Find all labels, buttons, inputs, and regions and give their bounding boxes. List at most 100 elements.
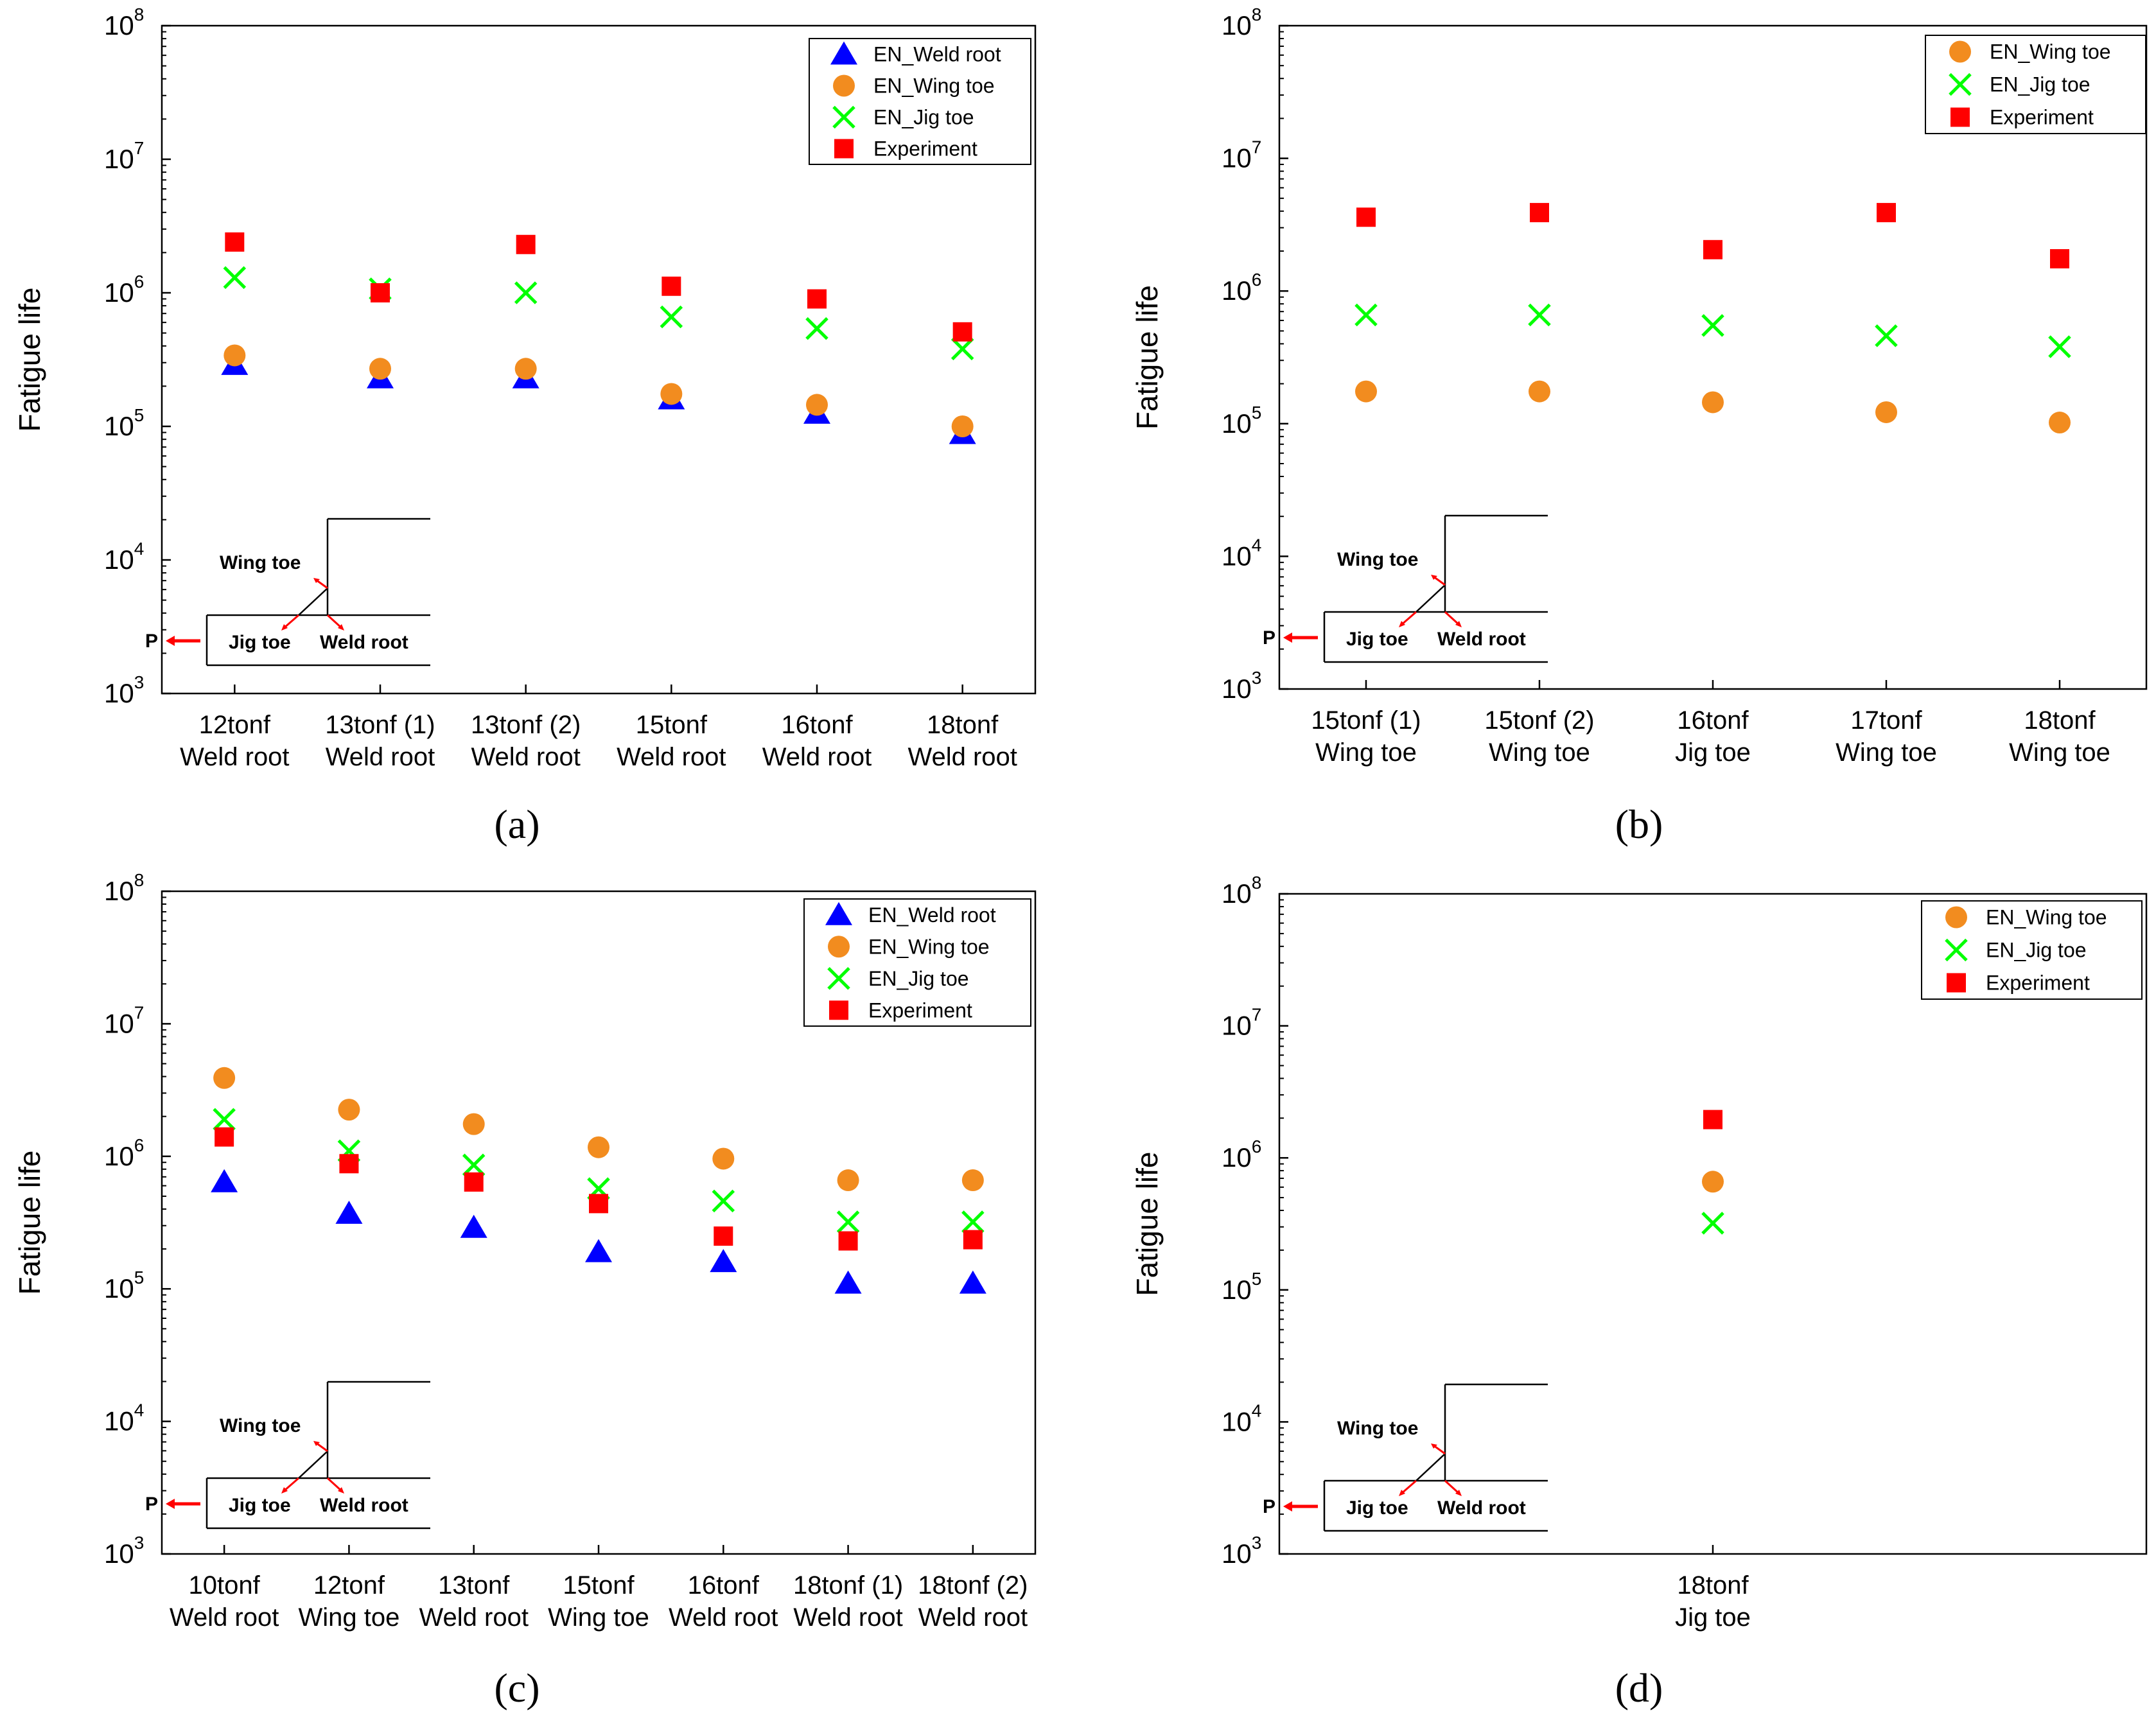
jig-toe-arrow [283, 614, 299, 629]
panel-label-d: (d) [1615, 1665, 1663, 1711]
wing-toe-arrowhead [1431, 1443, 1437, 1449]
data-point-wing-toe [961, 1169, 984, 1192]
y-tick-label: 103 [104, 1533, 144, 1569]
legend-marker-jig-toe [1949, 73, 1972, 96]
data-point-jig-toe [462, 1153, 486, 1177]
y-tick-label: 108 [104, 870, 144, 906]
data-point-experiment [371, 283, 390, 302]
data-point-wing-toe [1529, 380, 1550, 403]
y-tick-label: 106 [104, 1135, 144, 1171]
weld-root-arrow [1444, 1479, 1460, 1495]
wing-toe-arrow [1433, 575, 1446, 586]
x-tick-label-load: 15tonf (1) [1311, 706, 1421, 735]
weld-diagram-c: Wing toe Jig toe Weld root P [145, 1381, 430, 1530]
legend-marker-experiment [1950, 107, 1970, 127]
data-point-experiment [662, 276, 681, 296]
x-tick-label-load: 16tonf [781, 711, 853, 739]
x-tick-label-location: Weld root [617, 743, 726, 771]
y-tick-label: 103 [104, 672, 144, 708]
legend-b: EN_Wing toe EN_Jig toe Experiment [1925, 35, 2146, 134]
x-tick-label-location: Weld root [180, 743, 289, 771]
x-tick-label-load: 18tonf (1) [793, 1571, 903, 1600]
diagram-label-weld-root: Weld root [320, 1495, 408, 1516]
legend-entry-label: EN_Weld root [873, 43, 1001, 66]
legend-entry-label: EN_Wing toe [1986, 906, 2107, 929]
data-point-jig-toe-stroke-b [514, 281, 538, 304]
x-tick-label-load: 13tonf [438, 1571, 510, 1600]
data-point-jig-toe-stroke-b [1701, 1212, 1724, 1235]
x-tick-label-location: Wing toe [1836, 738, 1937, 767]
weld-root-arrow [1444, 611, 1460, 626]
panel-label-c: (c) [494, 1665, 539, 1711]
legend-entry-label: EN_Jig toe [1990, 73, 2090, 96]
x-tick-label-location: Weld root [419, 1603, 528, 1632]
x-tick-label-location: Weld root [762, 743, 872, 771]
legend-marker-weld-root [825, 902, 852, 925]
load-p-arrowhead [1283, 1501, 1292, 1512]
legend-marker-wing-toe [833, 74, 855, 97]
data-point-wing-toe [338, 1099, 360, 1121]
data-point-jig-toe [514, 281, 538, 304]
chart-panel-b: 103 104 105 106 107 108 Fatigue life 15tonf (1)… [1130, 4, 2148, 847]
data-point-jig-toe [1701, 1212, 1724, 1235]
data-point-wing-toe [2049, 412, 2071, 434]
y-tick-label: 108 [1222, 873, 1261, 909]
diagram-weld-fillet [1415, 1453, 1446, 1481]
data-point-wing-toe [1875, 401, 1897, 423]
x-tick-label-location: Weld root [669, 1603, 778, 1632]
data-point-weld-root [959, 1270, 986, 1294]
y-tick-label: 103 [1222, 1533, 1261, 1569]
y-axis-label: Fatigue life [13, 287, 46, 432]
chart-panel-a: 103 104 105 106 107 108 Fatigue life 12tonf Weld… [13, 4, 1037, 847]
x-tick-label-load: 12tonf [199, 711, 271, 739]
legend-marker-wing-toe [1949, 40, 1971, 63]
data-point-jig-toe [1528, 303, 1551, 327]
data-point-experiment [963, 1230, 983, 1250]
diagram-label-p: P [145, 631, 158, 652]
weld-diagram-d: Wing toe Jig toe Weld root P [1263, 1383, 1548, 1532]
data-point-jig-toe-stroke-b [2048, 335, 2071, 358]
data-point-jig-toe-stroke-b [660, 305, 683, 329]
weld-root-arrowhead [338, 1487, 344, 1494]
data-point-jig-toe [1875, 324, 1898, 347]
diagram-label-weld-root: Weld root [1437, 1497, 1526, 1519]
x-tick-label-load: 16tonf [1677, 706, 1749, 735]
jig-toe-arrowhead [281, 1487, 288, 1494]
data-point-experiment [1703, 1110, 1722, 1129]
weld-diagram-a: Wing toe Jig toe Weld root P [145, 518, 430, 667]
load-p-arrowhead [166, 636, 175, 646]
data-point-wing-toe [660, 383, 683, 405]
y-tick-label: 106 [1222, 270, 1261, 306]
y-tick-label: 106 [1222, 1137, 1261, 1173]
data-point-jig-toe [2048, 335, 2071, 358]
y-tick-label: 108 [1222, 4, 1261, 40]
x-tick-label-location: Weld root [907, 743, 1017, 771]
legend-entry-label: Experiment [873, 137, 977, 161]
weld-root-arrowhead [338, 624, 344, 631]
y-tick-label: 105 [1222, 403, 1261, 439]
data-point-jig-toe [951, 337, 974, 361]
diagram-weld-fillet [1415, 584, 1446, 613]
y-tick-label: 104 [104, 1400, 144, 1436]
data-point-jig-toe-stroke-b [961, 1210, 985, 1234]
x-tick-label-load: 17tonf [1850, 706, 1922, 735]
y-tick-label: 107 [104, 1002, 144, 1038]
jig-toe-arrowhead [1399, 1490, 1405, 1496]
x-tick-label-load: 18tonf [927, 711, 999, 739]
x-tick-label-location: Wing toe [2009, 738, 2110, 767]
data-point-experiment [1703, 240, 1722, 259]
data-point-jig-toe [660, 305, 683, 329]
data-point-jig-toe [1354, 303, 1378, 327]
legend-entry-label: EN_Jig toe [1986, 939, 2087, 962]
diagram-weld-fillet [298, 588, 328, 616]
x-tick-label-location: Weld root [170, 1603, 279, 1632]
x-tick-label-location: Wing toe [298, 1603, 399, 1632]
legend-entry-label: EN_Wing toe [868, 935, 990, 958]
wing-toe-arrow [315, 579, 328, 589]
legend-marker-jig-toe-stroke-b [827, 966, 850, 990]
legend-entry-label: Experiment [1986, 972, 2090, 995]
y-tick-label: 108 [104, 4, 144, 40]
data-point-jig-toe-stroke-b [1701, 314, 1724, 337]
data-point-jig-toe-stroke-b [712, 1189, 735, 1213]
